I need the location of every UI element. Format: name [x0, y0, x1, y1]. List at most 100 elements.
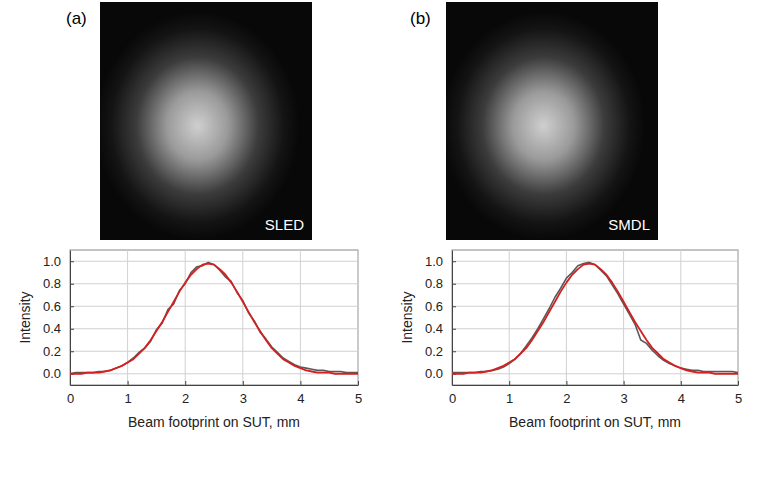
- series-line: [452, 262, 738, 372]
- grid-line: [70, 261, 358, 262]
- y-tick-label: 0.2: [43, 344, 61, 359]
- grid-line: [70, 328, 358, 329]
- grid-line: [452, 283, 738, 284]
- x-tick: 1: [506, 381, 513, 406]
- grid-line: [738, 250, 739, 385]
- y-tick-mark: [452, 284, 456, 285]
- y-tick-label: 0.6: [425, 299, 443, 314]
- x-tick-mark: [128, 381, 129, 385]
- x-tick: 1: [124, 381, 131, 406]
- x-tick-label: 1: [124, 391, 131, 406]
- grid-line: [452, 351, 738, 352]
- beam-spot: [446, 2, 658, 240]
- series-line: [70, 264, 358, 374]
- x-tick-mark: [509, 381, 510, 385]
- grid: [452, 250, 738, 385]
- y-tick: 0.2: [43, 344, 74, 359]
- x-tick-label: 3: [620, 391, 627, 406]
- y-tick-label: 0.8: [43, 276, 61, 291]
- y-axis-line: [452, 251, 453, 386]
- x-tick-label: 3: [240, 391, 247, 406]
- plot-frame: [70, 250, 358, 385]
- beam-spot: [100, 2, 312, 240]
- x-axis-line: [453, 385, 739, 386]
- series-line: [70, 262, 358, 373]
- x-axis-title: Beam footprint on SUT, mm: [509, 414, 681, 430]
- grid-line: [452, 306, 738, 307]
- y-axis: 0.0 0.2 0.4 0.6 0.8 1.0: [43, 251, 74, 386]
- plot-frame: [452, 250, 738, 385]
- grid-line: [358, 250, 359, 385]
- grid-line: [70, 373, 358, 374]
- plot-marks: [70, 262, 358, 373]
- plot-marks: [452, 262, 738, 373]
- image-label: SMDL: [608, 216, 650, 233]
- x-axis-line: [71, 385, 359, 386]
- x-tick: 3: [240, 381, 247, 406]
- x-axis-title: Beam footprint on SUT, mm: [128, 414, 300, 430]
- x-tick-mark: [624, 381, 625, 385]
- x-tick-label: 2: [182, 391, 189, 406]
- grid-line: [70, 283, 358, 284]
- y-tick: 0.6: [425, 299, 456, 314]
- panel: SLED(a)0123450.00.20.40.60.81.0Beam foot…: [17, 2, 362, 430]
- x-tick-label: 0: [67, 391, 74, 406]
- x-axis: 012345: [449, 381, 742, 406]
- y-tick: 1.0: [43, 254, 74, 269]
- grid-line: [452, 328, 738, 329]
- x-tick-mark: [300, 381, 301, 385]
- grid-line: [300, 250, 301, 385]
- grid-line: [566, 250, 567, 385]
- y-tick-mark: [452, 306, 456, 307]
- x-tick: 5: [355, 381, 362, 406]
- x-tick-mark: [243, 381, 244, 385]
- y-tick-mark: [70, 351, 74, 352]
- grid-line: [623, 250, 624, 385]
- y-tick: 0.4: [425, 321, 456, 336]
- beam-image: SMDL: [446, 2, 658, 240]
- y-tick: 1.0: [425, 254, 456, 269]
- image-label: SLED: [265, 216, 304, 233]
- y-tick-label: 0.4: [425, 321, 443, 336]
- grid-line: [70, 351, 358, 352]
- series-line: [452, 264, 738, 374]
- y-tick: 0.2: [425, 344, 456, 359]
- x-tick: 4: [678, 381, 685, 406]
- y-tick-label: 1.0: [425, 254, 443, 269]
- y-tick: 0.4: [43, 321, 74, 336]
- grid-line: [452, 373, 738, 374]
- y-tick-mark: [452, 351, 456, 352]
- grid-line: [70, 306, 358, 307]
- x-tick-label: 0: [449, 391, 456, 406]
- y-tick-label: 0.8: [425, 276, 443, 291]
- x-tick-mark: [738, 381, 739, 385]
- x-tick-label: 1: [506, 391, 513, 406]
- y-tick-label: 1.0: [43, 254, 61, 269]
- y-tick-label: 0.0: [425, 366, 443, 381]
- y-tick: 0.6: [43, 299, 74, 314]
- grid-line: [242, 250, 243, 385]
- figure: SLED(a)0123450.00.20.40.60.81.0Beam foot…: [0, 0, 762, 496]
- x-tick: 5: [735, 381, 742, 406]
- grid-line: [127, 250, 128, 385]
- y-tick-label: 0.6: [43, 299, 61, 314]
- y-tick: 0.8: [425, 276, 456, 291]
- grid-line: [452, 261, 738, 262]
- panel-label: (b): [410, 9, 431, 28]
- x-tick-mark: [185, 381, 186, 385]
- y-tick-mark: [452, 329, 456, 330]
- beam-image: SLED: [100, 2, 312, 240]
- grid-line: [70, 250, 71, 385]
- y-tick-mark: [70, 284, 74, 285]
- x-tick: 2: [182, 381, 189, 406]
- y-tick-mark: [452, 261, 456, 262]
- x-tick: 3: [620, 381, 627, 406]
- x-tick-label: 4: [297, 391, 304, 406]
- y-tick: 0.0: [425, 366, 456, 381]
- y-tick: 0.0: [43, 366, 74, 381]
- panel: SMDL(b)0123450.00.20.40.60.81.0Beam foot…: [399, 2, 742, 430]
- x-tick-mark: [681, 381, 682, 385]
- grid-line: [680, 250, 681, 385]
- y-axis: 0.0 0.2 0.4 0.6 0.8 1.0: [425, 251, 456, 386]
- grid-line: [452, 250, 453, 385]
